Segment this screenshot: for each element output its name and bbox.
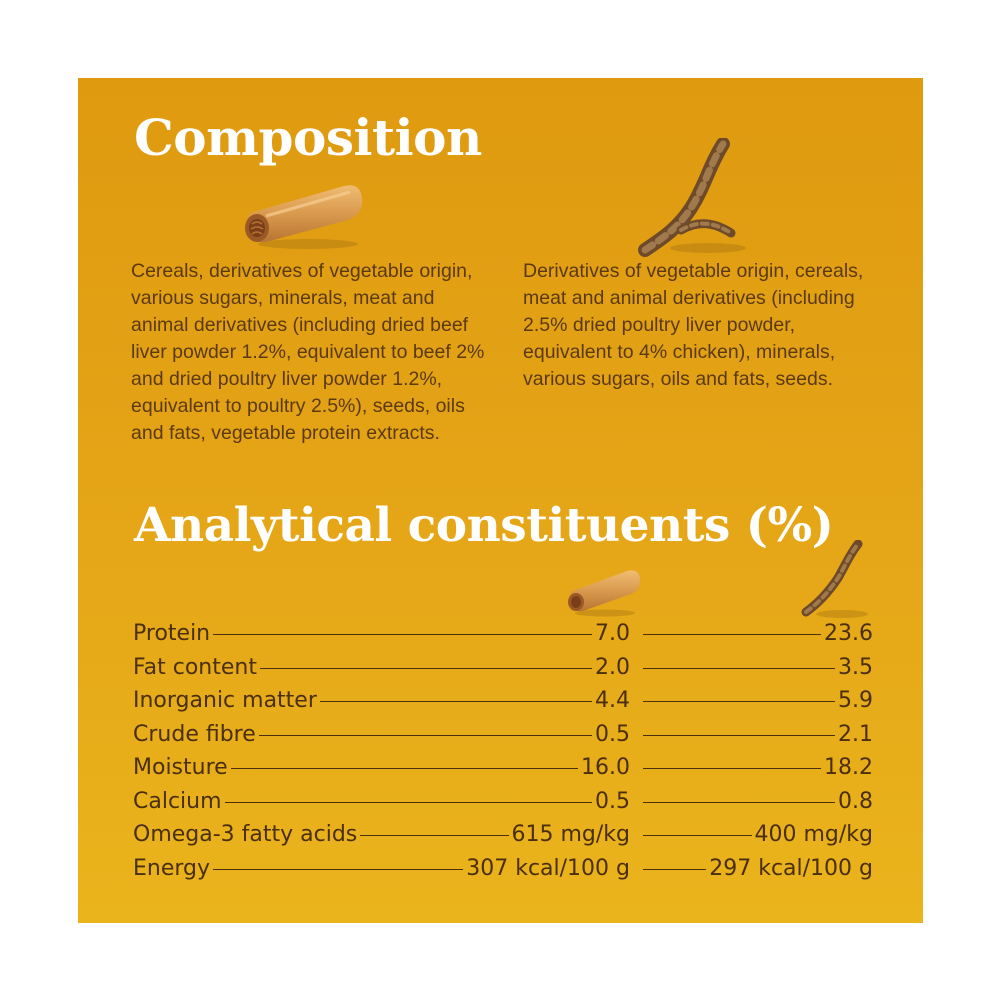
leader-line <box>643 734 835 736</box>
row-label: Protein <box>133 621 211 646</box>
twisted-stick-icon <box>801 540 868 618</box>
value-product-1: 2.0 <box>595 654 630 680</box>
value-product-1: 7.0 <box>595 621 630 646</box>
leader-line <box>360 835 509 836</box>
value-product-2: 0.8 <box>838 788 873 814</box>
table-row: Protein 7.0 23.6 <box>133 621 873 655</box>
composition-left-text: Cereals, derivatives of vegetable origin… <box>131 260 485 444</box>
row-label: Inorganic matter <box>133 688 317 713</box>
value-product-2: 400 mg/kg <box>754 822 874 847</box>
value-product-2: 18.2 <box>824 755 873 780</box>
table-row: Omega-3 fatty acids 615 mg/kg 400 mg/kg <box>133 822 873 856</box>
leader-line <box>643 768 822 769</box>
analytical-heading: Analytical constituents (%) <box>134 498 834 553</box>
leader-line <box>643 868 707 870</box>
leader-line <box>643 701 835 702</box>
row-label: Calcium <box>133 788 222 814</box>
composition-heading: Composition <box>134 108 482 167</box>
value-product-1: 0.5 <box>595 721 630 747</box>
value-product-2: 23.6 <box>824 621 873 646</box>
nutrition-panel: Composition Cereals, derivatives of vege… <box>78 78 923 923</box>
composition-right-text: Derivatives of vegetable origin, cereals… <box>523 260 864 390</box>
row-label: Omega-3 fatty acids <box>133 822 358 847</box>
value-product-1: 16.0 <box>581 755 630 780</box>
twisted-stick-icon <box>638 138 746 257</box>
leader-line <box>643 667 835 669</box>
leader-line <box>643 801 835 803</box>
table-row: Fat content 2.0 3.5 <box>133 655 873 689</box>
value-product-2: 5.9 <box>838 688 873 713</box>
leader-line <box>230 768 579 769</box>
value-product-1: 307 kcal/100 g <box>466 855 630 881</box>
value-product-1: 0.5 <box>595 788 630 814</box>
row-label: Energy <box>133 855 211 881</box>
leader-line <box>319 701 592 702</box>
leader-line <box>224 801 592 803</box>
table-row: Crude fibre 0.5 2.1 <box>133 722 873 756</box>
table-row: Inorganic matter 4.4 5.9 <box>133 688 873 722</box>
leader-line <box>258 734 592 736</box>
leader-line <box>259 667 592 669</box>
value-product-1: 4.4 <box>595 688 630 713</box>
value-product-2: 3.5 <box>838 654 873 680</box>
leader-line <box>643 634 822 635</box>
table-row: Energy 307 kcal/100 g 297 kcal/100 g <box>133 856 873 890</box>
row-label: Moisture <box>133 755 228 780</box>
value-product-1: 615 mg/kg <box>511 822 631 847</box>
analytical-table: Protein 7.0 23.6 Fat content 2.0 3.5 Inorg… <box>133 621 873 889</box>
row-label: Crude fibre <box>133 721 256 747</box>
leader-line <box>213 634 592 635</box>
table-row: Calcium 0.5 0.8 <box>133 789 873 823</box>
leader-line <box>213 868 464 870</box>
leader-line <box>643 835 752 836</box>
dental-stick-icon <box>245 185 363 249</box>
row-label: Fat content <box>133 654 257 680</box>
table-row: Moisture 16.0 18.2 <box>133 755 873 789</box>
value-product-2: 297 kcal/100 g <box>709 855 873 881</box>
value-product-2: 2.1 <box>838 721 873 747</box>
dental-stick-icon <box>568 570 641 617</box>
